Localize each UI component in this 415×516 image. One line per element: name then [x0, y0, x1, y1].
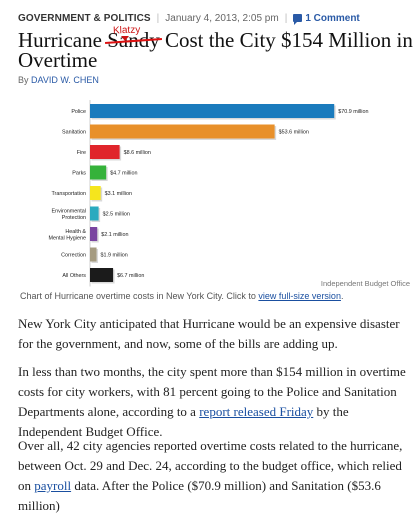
category-label: Sanitation: [62, 130, 86, 136]
publish-date: January 4, 2013, 2:05 pm: [165, 13, 279, 24]
category-label: Police: [71, 109, 86, 115]
bar-parks: [90, 165, 107, 180]
handwritten-insert: Klatzy: [112, 24, 141, 37]
overtime-bar-chart[interactable]: Police $70.9 million Sanitation $53.6 milli…: [18, 90, 415, 290]
category-label: All Others: [62, 273, 86, 279]
bar-transportation: [90, 186, 101, 200]
value-label: $2.5 million: [103, 212, 130, 218]
value-label: $4.7 million: [110, 171, 137, 177]
headline: Hurricane Sandy Cost the City $154 Milli…: [18, 28, 413, 72]
meta-separator: |: [156, 13, 160, 24]
category-label: Fire: [77, 150, 86, 156]
article-meta: GOVERNMENT & POLITICS | January 4, 2013, 2…: [18, 13, 360, 25]
report-link[interactable]: report released Friday: [199, 404, 314, 419]
author-link[interactable]: David W. Chen: [31, 75, 99, 85]
byline: By David W. Chen: [18, 75, 99, 85]
bar-all-others: [90, 268, 114, 282]
full-size-link[interactable]: view full-size version: [258, 291, 341, 301]
value-label: $6.7 million: [117, 273, 144, 279]
headline-struck-word: Sandy: [107, 28, 160, 52]
bar-police: [90, 104, 335, 118]
category-label: Environmental Protection: [52, 209, 86, 222]
payroll-link[interactable]: payroll: [34, 478, 72, 493]
headline-start: Hurricane: [18, 28, 108, 52]
value-label: $8.6 million: [124, 150, 151, 156]
category-label: Health & Mental Hygiene: [49, 229, 87, 242]
caption-text: Chart of Hurricane overtime costs in New…: [20, 291, 259, 301]
paragraph-2: In less than two months, the city spent …: [18, 362, 413, 442]
category-label: Transportation: [51, 191, 86, 197]
headline-rest: Cost the City $154 Million in Overtime: [18, 28, 413, 72]
bar-correction: [90, 247, 97, 262]
category-label: Correction: [61, 253, 86, 259]
category-link[interactable]: GOVERNMENT & POLITICS: [18, 13, 151, 24]
paragraph-2-text-b: by the Independent Budget Office.: [18, 404, 349, 439]
insert-caret-icon: [121, 36, 129, 41]
value-label: $2.1 million: [101, 232, 128, 238]
paragraph-2-text-a: In less than two months, the city spent …: [18, 364, 406, 419]
paragraph-3-text-b: data. After the Police ($70.9 million) a…: [18, 478, 381, 513]
meta-separator: |: [284, 13, 288, 24]
value-label: $53.6 million: [279, 130, 309, 136]
caption-end: .: [340, 291, 344, 301]
chart-caption: Chart of Hurricane overtime costs in New…: [20, 291, 343, 301]
comment-icon[interactable]: [293, 14, 303, 25]
bar-sanitation: [90, 124, 275, 139]
paragraph-3-text-a: Over all, 42 city agencies reported over…: [18, 438, 403, 493]
value-label: $70.9 million: [338, 109, 368, 115]
paragraph-3: Over all, 42 city agencies reported over…: [18, 436, 413, 516]
bar-fire: [90, 145, 120, 159]
comments-link[interactable]: 1 Comment: [305, 13, 360, 24]
paragraph-1: New York City anticipated that Hurricane…: [18, 316, 400, 351]
byline-prefix: By: [18, 75, 29, 85]
value-label: $3.1 million: [105, 191, 132, 197]
chart-source: Independent Budget Office: [321, 279, 410, 288]
bar-health-mental-hygiene: [90, 227, 98, 241]
value-label: $1.9 million: [101, 253, 128, 259]
category-label: Parks: [72, 171, 86, 177]
bar-environmental-protection: [90, 206, 99, 221]
